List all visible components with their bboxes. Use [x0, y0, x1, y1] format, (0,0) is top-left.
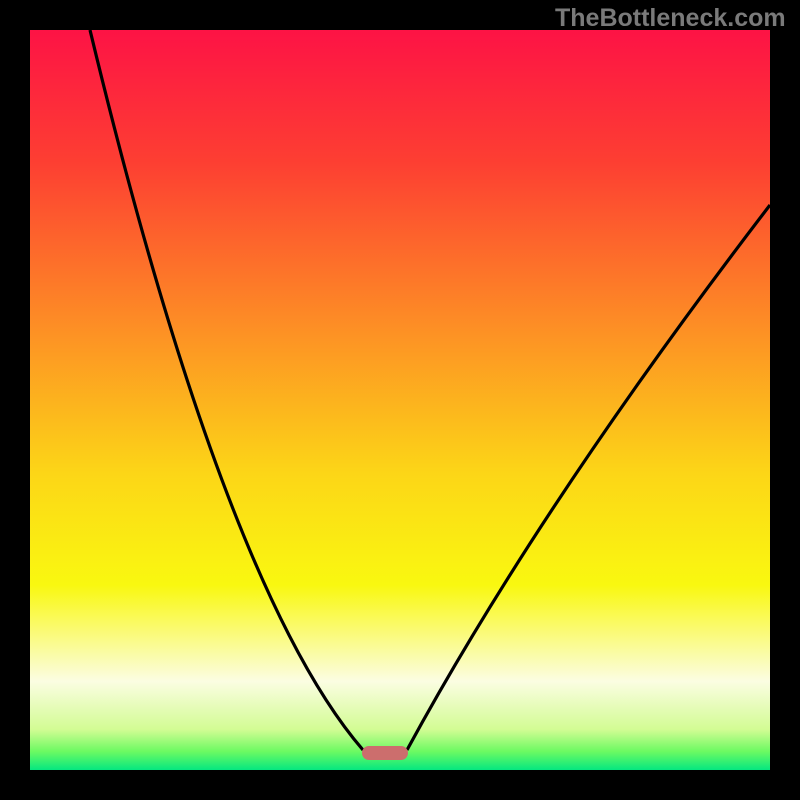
plot-area [30, 30, 770, 770]
minimum-marker [362, 746, 408, 760]
watermark-text: TheBottleneck.com [555, 4, 786, 33]
gradient-background [30, 30, 770, 770]
chart-svg [0, 0, 800, 800]
chart-container: TheBottleneck.com [0, 0, 800, 800]
